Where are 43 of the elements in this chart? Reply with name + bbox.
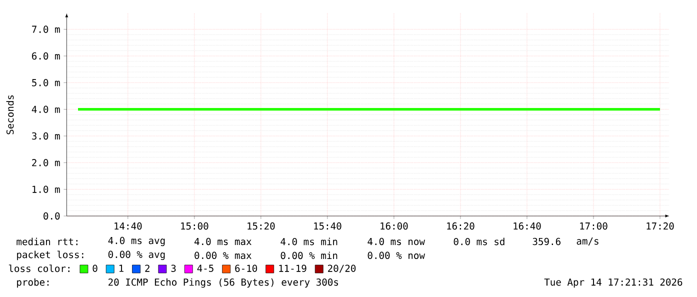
text: probe: [17, 278, 49, 288]
legend-label: 6-10 [235, 264, 258, 272]
x-tick-label: 16:00 [380, 222, 408, 230]
text: median rtt: [16, 238, 78, 246]
y-tick-label: 3.0 m [32, 132, 60, 140]
text: Tue Apr 14 17:21:31 2026 [544, 278, 682, 288]
text: 4.0 ms max [194, 238, 252, 246]
x-tick-label: 17:00 [580, 222, 608, 230]
text: 0.0 ms sd [454, 238, 504, 246]
text: 0.00 % min [280, 252, 338, 260]
text: 359.6 [532, 238, 560, 246]
x-tick-label: 17:20 [646, 222, 674, 230]
legend-label: 11-19 [279, 264, 306, 272]
y-axis-title: Seconds [6, 95, 14, 134]
legend-label: 20/20 [328, 264, 356, 273]
x-tick-label: 16:20 [447, 222, 474, 230]
text: 0.00 % avg [108, 250, 165, 260]
y-tick-label: 0.0 [44, 212, 60, 220]
x-tick-label: 14:40 [114, 222, 142, 230]
legend-label: 3 [171, 264, 176, 272]
text: 4.0 ms avg [108, 236, 165, 246]
text: am/s [576, 238, 598, 246]
y-tick-label: 6.0 m [32, 52, 60, 60]
text: 0.00 % now [368, 252, 425, 260]
text: 4.0 ms min [280, 238, 338, 246]
y-tick-label: 1.0 m [32, 186, 60, 193]
legend-label: 4-5 [197, 264, 214, 272]
legend-label: 1 [119, 264, 124, 272]
text: 0.00 % max [194, 252, 252, 260]
text: 20 ICMP Echo Pings (56 Bytes) every 300s [108, 278, 338, 288]
y-tick-label: 5.0 m [32, 79, 60, 86]
y-tick-label: 4.0 m [32, 106, 60, 113]
x-tick-label: 15:40 [314, 222, 342, 230]
y-tick-label: 7.0 m [32, 26, 60, 33]
x-tick-label: 15:20 [248, 222, 275, 230]
x-tick-label: 15:00 [181, 222, 208, 230]
text: packet loss: [17, 250, 84, 260]
legend-label: 2 [145, 264, 150, 272]
y-tick-label: 2.0 m [32, 159, 60, 166]
x-tick-label: 16:40 [514, 222, 541, 230]
legend-label: 0 [92, 264, 98, 272]
legend-title: loss color: [8, 264, 70, 272]
text: 4.0 ms now [368, 238, 425, 246]
